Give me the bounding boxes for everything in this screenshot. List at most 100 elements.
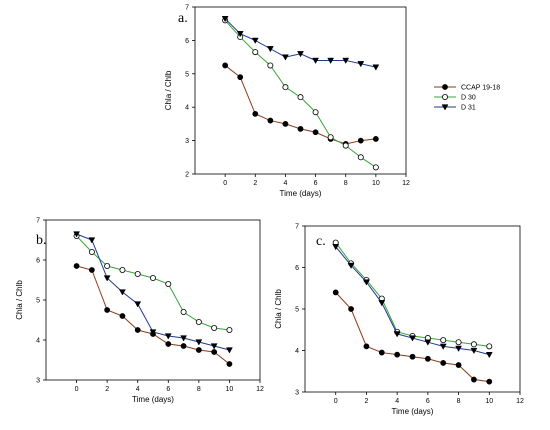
y-tick-label: 5 (185, 71, 189, 78)
y-tick-label: 4 (295, 348, 299, 355)
data-point (226, 361, 233, 367)
data-point (363, 279, 370, 286)
x-tick-label: 10 (372, 180, 380, 187)
data-point (180, 343, 187, 349)
data-point (312, 57, 319, 64)
data-point (470, 341, 477, 348)
data-point (440, 337, 447, 344)
x-tick-label: 0 (223, 180, 227, 187)
data-point (378, 349, 385, 356)
legend-label: CCAP 19-18 (461, 85, 500, 92)
data-point (134, 270, 141, 277)
y-axis-label: Chla / Chlb (164, 70, 173, 110)
data-point (455, 362, 462, 368)
data-point (267, 62, 274, 69)
y-tick-label: 6 (295, 265, 299, 272)
legend-label: D 31 (461, 105, 476, 112)
x-tick-label: 2 (105, 386, 109, 393)
data-point (149, 329, 157, 336)
data-point (282, 84, 289, 91)
data-point (165, 280, 172, 287)
data-point (439, 343, 447, 350)
data-point (211, 349, 218, 355)
data-point (165, 341, 172, 347)
data-point (134, 301, 142, 308)
x-axis-label: Time (days) (280, 189, 322, 198)
data-point (440, 360, 447, 366)
y-tick-label: 3 (295, 390, 299, 397)
y-tick-label: 4 (185, 105, 189, 112)
data-point (393, 331, 401, 338)
data-point (486, 378, 493, 385)
data-point (226, 326, 233, 333)
data-point (470, 347, 478, 355)
x-tick-label: 8 (344, 180, 348, 187)
data-point (252, 110, 259, 117)
data-point (73, 231, 80, 238)
data-point (332, 289, 339, 296)
data-point (485, 352, 493, 359)
x-tick-label: 4 (283, 180, 287, 187)
y-tick-label: 6 (185, 38, 189, 45)
data-point (221, 16, 229, 23)
data-point (486, 343, 493, 350)
data-point (297, 51, 304, 58)
data-point (88, 248, 95, 255)
data-point (372, 164, 379, 171)
panel-2: 0 2 4 6 8 10 12 3 4 5 6 7 Time (days) Chla / Chlb c. (274, 224, 524, 417)
data-point (342, 57, 350, 64)
x-tick-label: 0 (75, 386, 79, 393)
data-point (372, 136, 379, 142)
plot-frame (194, 6, 407, 175)
data-point (119, 313, 126, 319)
x-tick-label: 4 (395, 398, 399, 405)
x-tick-label: 6 (166, 386, 170, 393)
x-axis-label: Time (days) (392, 407, 434, 416)
x-axis-label: Time (days) (132, 395, 174, 404)
x-tick-label: 0 (334, 398, 338, 405)
data-point (236, 31, 244, 38)
y-axis-label: Chla / Chlb (15, 280, 24, 320)
y-tick-label: 5 (36, 298, 40, 305)
legend: CCAP 19-18 D 30 D 31 (434, 84, 500, 112)
series-line (224, 18, 376, 68)
x-tick-label: 4 (136, 386, 140, 393)
panel-0: 0 2 4 6 8 10 12 2 3 4 5 6 7 Time (days) Chla / Chlb a. (164, 5, 410, 199)
data-point (378, 300, 386, 307)
data-point (164, 333, 172, 340)
data-point (104, 307, 111, 313)
x-tick-label: 2 (253, 180, 257, 187)
data-point (357, 61, 365, 68)
series-line (224, 20, 377, 168)
data-point (455, 339, 462, 346)
data-point (252, 49, 259, 56)
x-tick-label: 12 (516, 398, 524, 405)
data-point (327, 57, 335, 64)
x-tick-label: 8 (457, 398, 461, 405)
data-point (282, 54, 289, 61)
y-tick-label: 7 (185, 5, 189, 12)
y-tick-label: 3 (185, 138, 189, 145)
x-tick-label: 12 (402, 180, 410, 187)
data-point (394, 351, 401, 358)
data-point (267, 117, 274, 124)
panel-1: 0 2 4 6 8 10 12 3 4 5 6 7 Time (days) Chla / Chlb b. (15, 218, 264, 405)
data-point (372, 64, 380, 71)
data-point (471, 376, 477, 383)
x-tick-label: 10 (226, 386, 234, 393)
data-point (424, 355, 431, 362)
data-point (455, 345, 462, 352)
x-tick-label: 8 (197, 386, 201, 393)
y-axis-label: Chla / Chlb (274, 289, 283, 329)
plot-frame (304, 225, 521, 393)
legend-label: D 30 (461, 95, 476, 102)
data-point (210, 343, 218, 350)
data-point (149, 274, 156, 281)
x-tick-label: 6 (314, 180, 318, 187)
data-point (409, 353, 416, 360)
legend-marker (441, 104, 449, 111)
data-point (134, 327, 141, 333)
data-point (347, 262, 355, 269)
